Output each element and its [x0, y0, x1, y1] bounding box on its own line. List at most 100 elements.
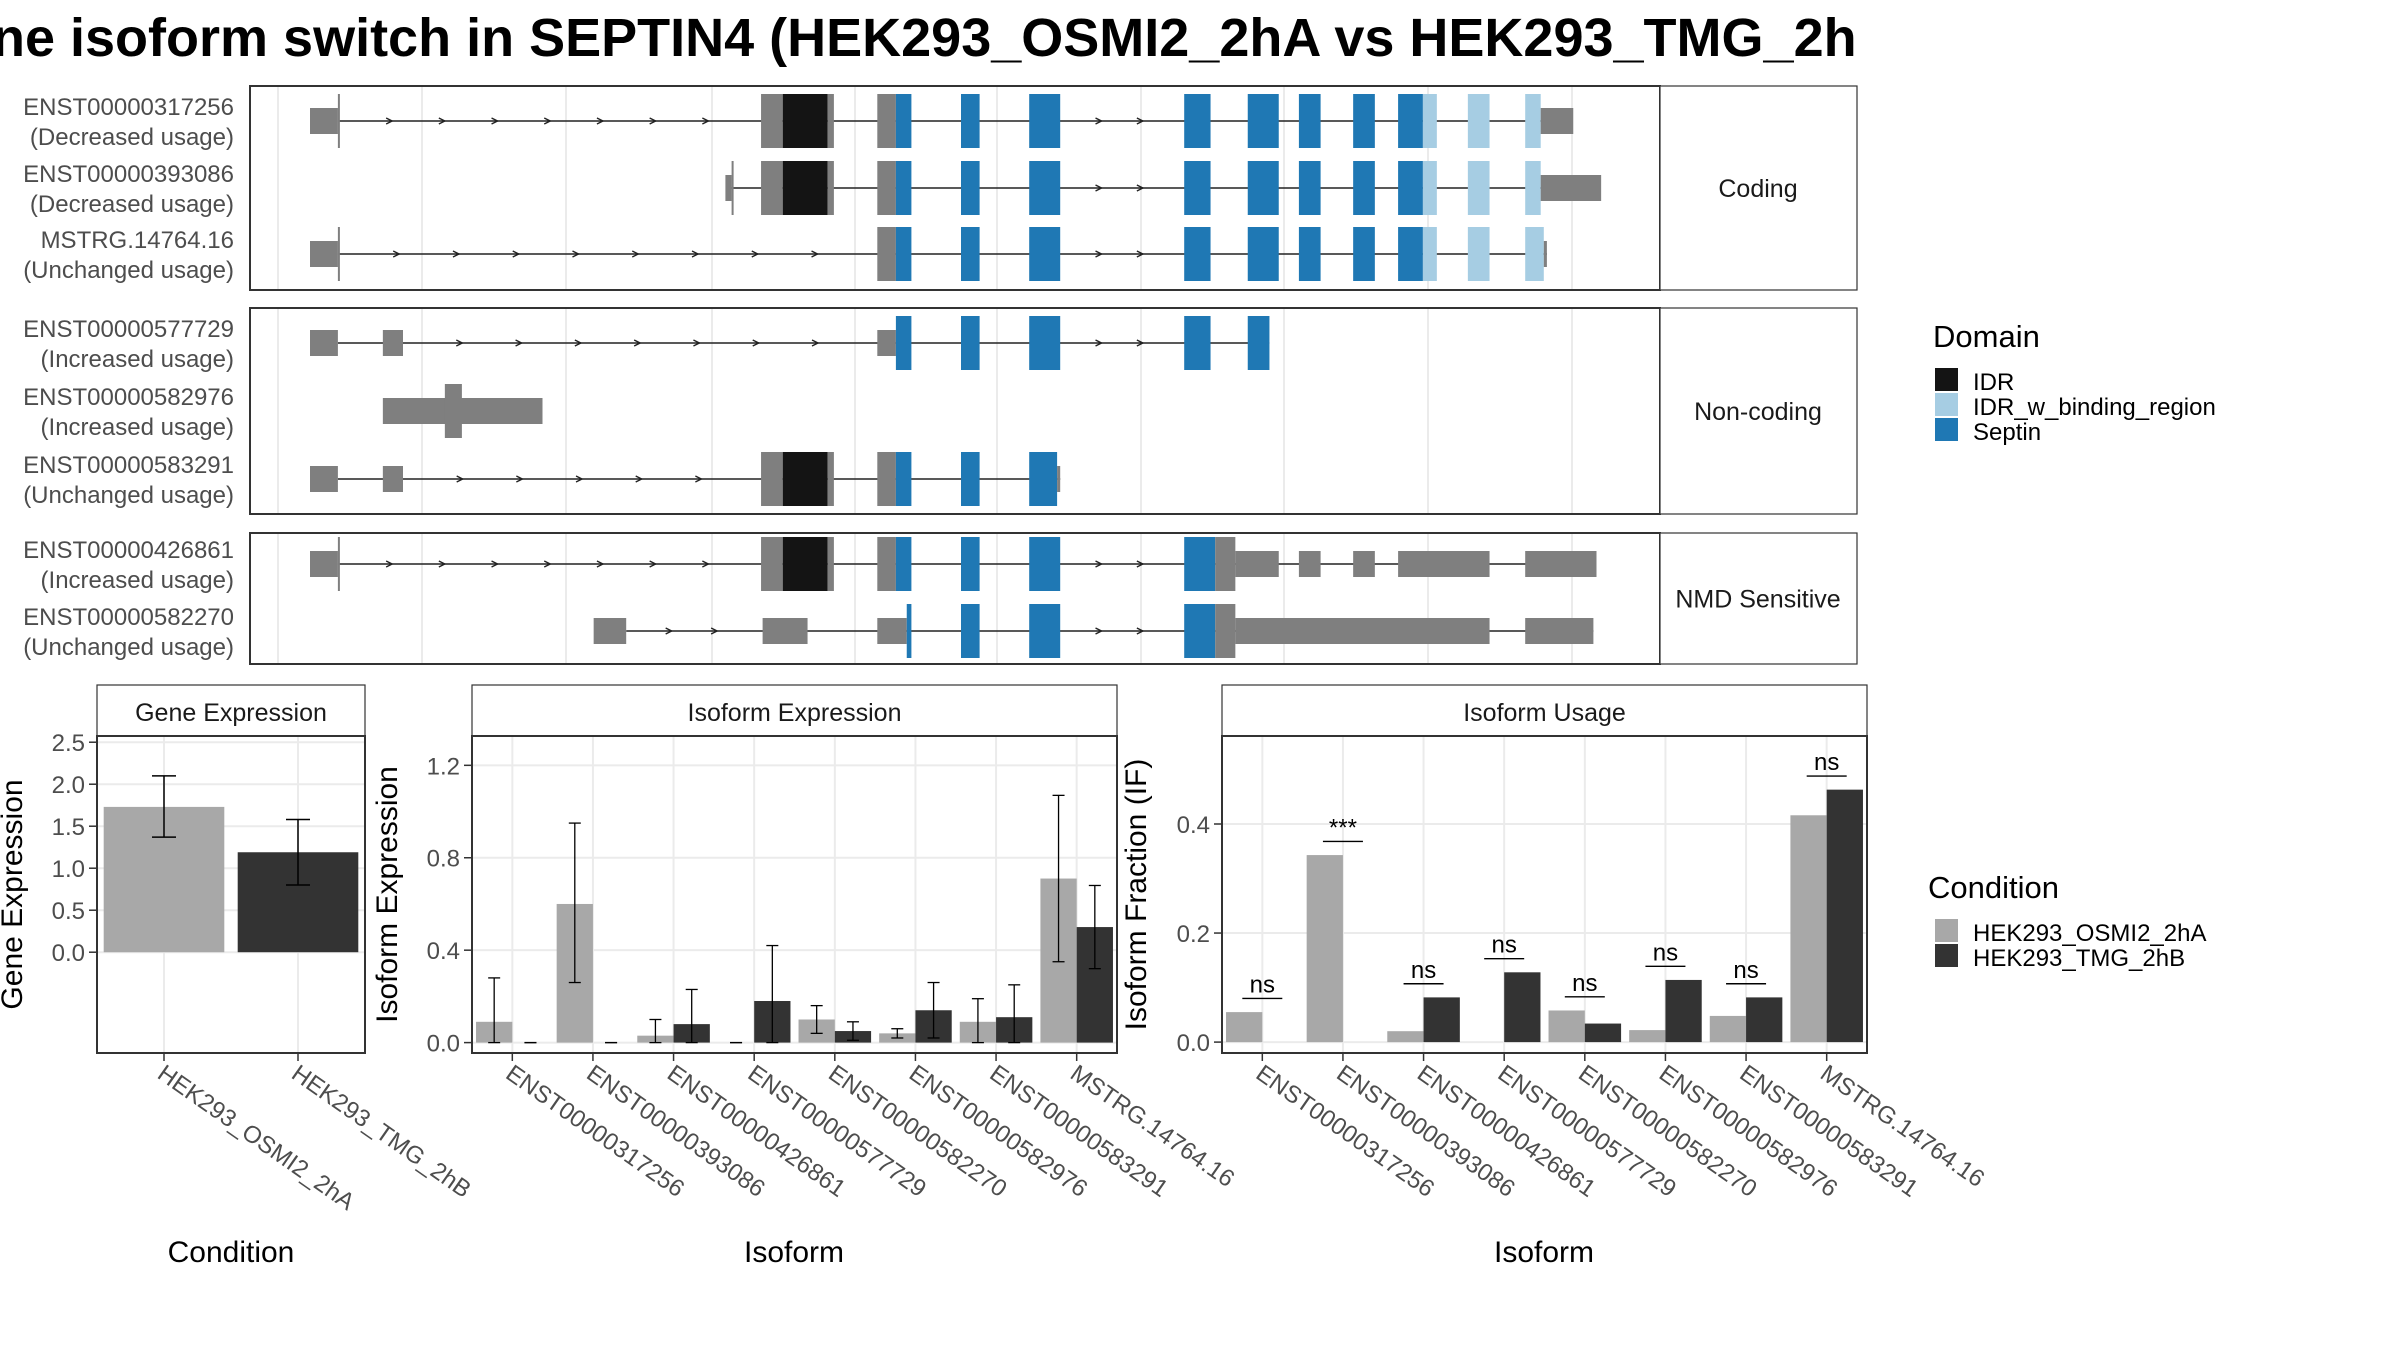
intron-arrow: [811, 250, 820, 258]
domain-legend-label: IDR: [1973, 369, 2014, 396]
domain-exon-idr_w_binding_region: [1525, 161, 1541, 215]
domain-exon-septin: [1184, 161, 1211, 215]
domain-exon-septin: [895, 452, 912, 506]
transcript-usage-label: (Increased usage): [41, 567, 234, 594]
coding-exon: [1215, 537, 1236, 591]
transcript-id-label: MSTRG.14764.16: [41, 227, 234, 254]
domain-exon-septin: [1029, 316, 1061, 370]
domain-exon-idr: [782, 452, 828, 506]
domain-exon-septin: [1353, 227, 1375, 281]
domain-exon-septin: [1353, 161, 1375, 215]
domain-legend-label: IDR_w_binding_region: [1973, 394, 2216, 421]
significance-label: ns: [1814, 749, 1839, 776]
y-tick-label: 0.0: [52, 940, 85, 967]
intron-arrow: [438, 560, 447, 568]
bar: [1423, 997, 1460, 1043]
utr-exon: [382, 330, 403, 356]
domain-exon-septin: [1029, 161, 1061, 215]
domain-exon-septin: [1029, 452, 1058, 506]
domain-exon-septin: [1184, 537, 1216, 591]
y-tick-label: 2.5: [52, 730, 85, 757]
bar: [1226, 1012, 1263, 1043]
transcript-usage-label: (Decreased usage): [30, 191, 234, 218]
domain-exon-septin: [1029, 537, 1061, 591]
bar: [1709, 1015, 1747, 1043]
domain-exon-idr_w_binding_region: [1467, 227, 1490, 281]
transcript-id-label: ENST00000577729: [23, 316, 234, 343]
coding-exon: [877, 94, 896, 148]
intron-arrow: [665, 627, 674, 635]
intron-arrow: [1095, 339, 1104, 347]
intron-arrow: [649, 117, 658, 125]
y-axis-title: Isoform Expression: [371, 766, 404, 1023]
coding-exon: [337, 227, 340, 281]
utr-exon: [382, 398, 543, 424]
intron-arrow: [491, 560, 500, 568]
utr-exon: [877, 330, 896, 356]
significance-label: ns: [1733, 957, 1758, 984]
domain-exon-idr: [782, 161, 828, 215]
domain-exon-septin: [1298, 161, 1321, 215]
chart-strip-label: Isoform Expression: [688, 699, 902, 727]
coding-exon: [761, 161, 783, 215]
y-tick-label: 0.4: [1177, 812, 1210, 839]
transcript-usage-label: (Unchanged usage): [23, 634, 234, 661]
intron-arrow: [455, 339, 464, 347]
domain-legend-label: Septin: [1973, 419, 2041, 446]
domain-exon-septin: [895, 94, 912, 148]
transcript-id-label: ENST00000583291: [23, 452, 234, 479]
intron-arrow: [572, 250, 581, 258]
intron-arrow: [710, 627, 719, 635]
utr-exon: [1235, 551, 1279, 577]
chart-strip-label: Gene Expression: [135, 699, 327, 727]
x-axis-title: Condition: [168, 1236, 295, 1269]
domain-exon-septin: [1247, 316, 1270, 370]
transcript-usage-label: (Increased usage): [41, 414, 234, 441]
x-axis-title: Isoform: [1494, 1236, 1594, 1269]
domain-legend-title: Domain: [1933, 319, 2040, 354]
domain-exon-septin: [1398, 94, 1423, 148]
chart-strip-label: Isoform Usage: [1463, 699, 1626, 727]
chart-panel-border: [1221, 735, 1868, 1054]
coding-exon: [444, 384, 462, 438]
intron-arrow: [543, 560, 552, 568]
intron-arrow: [452, 250, 461, 258]
domain-exon-septin: [961, 227, 980, 281]
bar-charts: Gene Expression0.00.51.01.52.02.5HEK293_…: [0, 684, 1989, 1269]
intron-arrow: [811, 339, 820, 347]
bar: [1584, 1023, 1622, 1043]
x-axis-title: Isoform: [744, 1236, 844, 1269]
y-tick-label: 1.5: [52, 814, 85, 841]
domain-exon-septin: [1029, 604, 1061, 658]
y-tick-label: 0.0: [1177, 1030, 1210, 1057]
domain-exon-septin: [895, 227, 912, 281]
intron-arrow: [1095, 560, 1104, 568]
intron-arrow: [631, 250, 640, 258]
coding-exon: [827, 452, 834, 506]
condition-legend-label: HEK293_OSMI2_2hA: [1973, 920, 2206, 947]
utr-exon: [1540, 108, 1574, 134]
bar: [1826, 789, 1863, 1043]
utr-exon: [877, 618, 907, 644]
chart-strip: [471, 684, 1118, 737]
domain-exon-septin: [961, 161, 980, 215]
intron-arrow: [491, 117, 500, 125]
coding-exon: [1215, 604, 1236, 658]
domain-exon-septin: [1398, 227, 1423, 281]
domain-exon-septin: [1029, 227, 1061, 281]
domain-exon-septin: [1184, 94, 1211, 148]
domain-legend-swatch: [1935, 368, 1958, 391]
y-tick-label: 0.0: [427, 1031, 460, 1058]
y-tick-label: 0.2: [1177, 921, 1210, 948]
y-tick-label: 0.5: [52, 898, 85, 925]
domain-exon-septin: [1247, 161, 1279, 215]
transcript-id-label: ENST00000582976: [23, 384, 234, 411]
coding-exon: [827, 161, 834, 215]
track-strip: [1659, 307, 1858, 515]
intron-arrow: [693, 339, 702, 347]
coding-exon: [761, 537, 783, 591]
domain-exon-septin: [961, 604, 980, 658]
utr-exon: [1543, 241, 1547, 267]
